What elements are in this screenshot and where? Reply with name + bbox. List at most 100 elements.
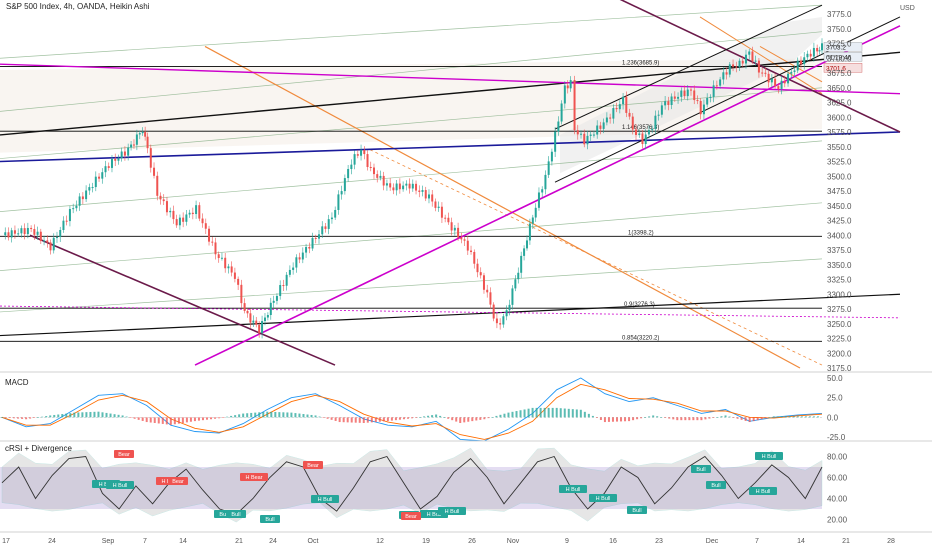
- candle: [258, 324, 261, 334]
- macd-histogram-bar: [354, 417, 357, 423]
- macd-histogram-bar: [370, 417, 373, 423]
- green-trend-line: [0, 4, 823, 59]
- candle: [803, 57, 806, 65]
- candle: [175, 219, 178, 226]
- candle: [217, 254, 220, 259]
- macd-histogram-bar: [808, 416, 811, 418]
- candle: [715, 85, 718, 87]
- y-tick-label: 3225.0: [827, 335, 852, 344]
- macd-histogram-bar: [210, 417, 213, 420]
- candle: [618, 104, 621, 110]
- candle: [240, 284, 243, 304]
- macd-histogram-bar: [61, 414, 64, 418]
- candle: [466, 240, 469, 251]
- macd-histogram-bar: [69, 413, 72, 418]
- candle: [725, 72, 728, 75]
- candle: [17, 233, 20, 235]
- candle: [502, 316, 505, 325]
- candle: [94, 176, 97, 188]
- candle: [279, 285, 282, 296]
- candle: [719, 79, 722, 86]
- macd-histogram-bar: [736, 417, 739, 419]
- macd-histogram-bar: [153, 417, 156, 423]
- x-tick-label: 24: [269, 538, 277, 545]
- candle: [408, 183, 411, 189]
- macd-histogram-bar: [302, 414, 305, 418]
- candle: [110, 158, 113, 168]
- candle: [635, 129, 638, 135]
- divergence-label: H Bull: [427, 512, 442, 518]
- candle: [246, 310, 249, 314]
- candle: [520, 255, 523, 273]
- macd-histogram-bar: [242, 413, 245, 418]
- divergence-label: Bull: [219, 512, 228, 518]
- macd-histogram-bar: [423, 416, 426, 418]
- candle: [664, 101, 667, 106]
- divergence-badge: [240, 473, 268, 481]
- macd-histogram-bar: [1, 417, 3, 418]
- price-pane[interactable]: 1.236(3685.9) 1.146(3576.3) 1(3398.2) 0.9(3…: [0, 0, 901, 369]
- macd-histogram-bar: [258, 412, 261, 418]
- fib-level-label: 0.854(3220.2): [622, 335, 659, 341]
- candle: [20, 228, 23, 234]
- candle: [777, 86, 780, 89]
- divergence-badge: [260, 515, 280, 523]
- fib-level-label: 1.146(3576.3): [622, 125, 659, 131]
- candle: [59, 229, 62, 238]
- macd-histogram-bar: [499, 414, 502, 418]
- candle: [30, 227, 33, 230]
- candle: [185, 214, 188, 222]
- candle: [195, 205, 198, 215]
- macd-histogram-bar: [169, 417, 172, 425]
- candle: [415, 183, 418, 191]
- macd-histogram-bar: [724, 415, 727, 418]
- candle: [787, 73, 790, 84]
- candle: [350, 164, 353, 170]
- candle: [398, 183, 401, 190]
- candle: [165, 201, 168, 213]
- macd-histogram-bar: [587, 413, 590, 418]
- divergence-label: Bull: [711, 483, 720, 489]
- candle: [402, 185, 405, 190]
- macd-histogram-bar: [274, 411, 277, 418]
- candle: [622, 96, 625, 105]
- macd-histogram-bar: [527, 408, 530, 418]
- candle: [699, 100, 702, 115]
- macd-histogram-bar: [616, 417, 618, 422]
- candle: [709, 96, 712, 98]
- candle: [198, 205, 201, 219]
- macd-histogram-bar: [676, 417, 679, 421]
- fib-level-label: 1.236(3685.9): [622, 61, 659, 67]
- candle: [421, 190, 424, 192]
- candle: [233, 272, 236, 279]
- macd-histogram-bar: [644, 417, 647, 418]
- y-tick-label: 3675.0: [827, 69, 852, 78]
- macd-histogram-bar: [660, 417, 663, 418]
- candle: [592, 134, 595, 136]
- candle: [85, 190, 88, 200]
- candle: [437, 206, 440, 208]
- bid-price-label: 3701.6: [826, 65, 846, 72]
- macd-pane[interactable]: [0, 377, 823, 442]
- macd-histogram-bar: [620, 417, 623, 422]
- candle: [46, 240, 49, 243]
- macd-histogram-bar: [728, 416, 731, 418]
- candle: [453, 227, 456, 231]
- x-tick-label: Oct: [308, 538, 319, 545]
- candle: [809, 53, 812, 57]
- divergence-badge: [755, 452, 783, 460]
- divergence-label: H Bull: [596, 496, 611, 502]
- candle: [55, 237, 58, 239]
- macd-histogram-bar: [624, 417, 627, 422]
- candle: [418, 190, 421, 192]
- macd-histogram-bar: [491, 417, 494, 418]
- candle: [78, 196, 81, 206]
- candle: [460, 237, 463, 240]
- divergence-badge: [106, 481, 134, 489]
- macd-histogram-bar: [443, 417, 446, 418]
- candle: [757, 60, 760, 73]
- candle: [654, 115, 657, 130]
- candle: [162, 199, 165, 202]
